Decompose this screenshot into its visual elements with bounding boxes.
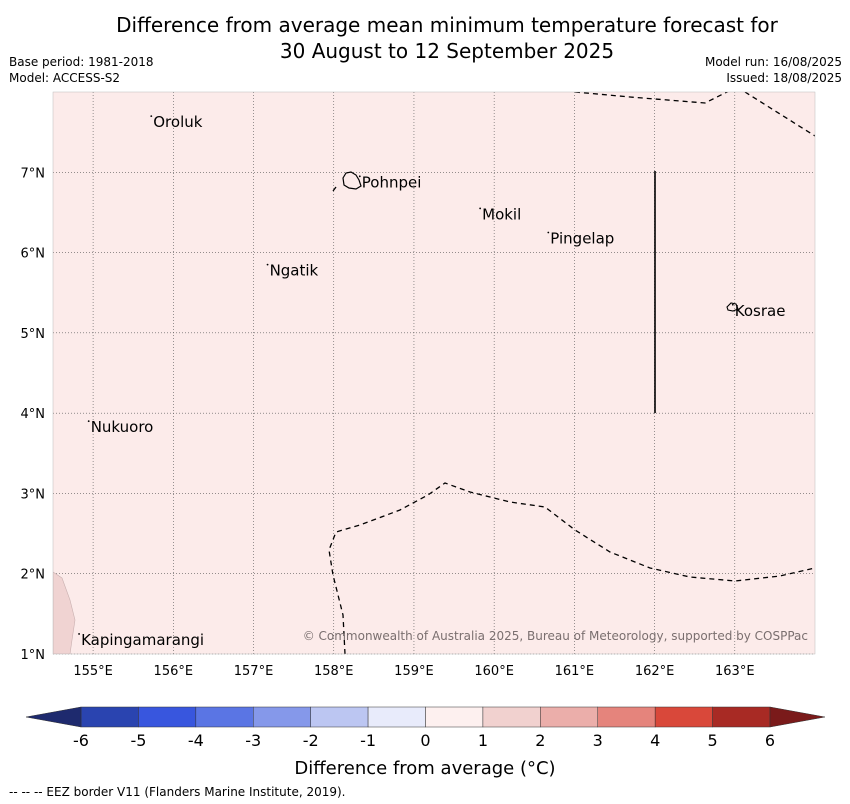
title-line-2: 30 August to 12 September 2025: [279, 39, 615, 63]
place-marker: [358, 175, 361, 178]
map-features: Oroluk Pohnpei Mokil Pingelap Ngatik Kosrae Nu…: [53, 92, 815, 654]
lon-tick-label: 157°E: [234, 664, 274, 679]
place-marker: [547, 231, 550, 234]
place-label: Pingelap: [550, 230, 614, 248]
place-label: Pohnpei: [362, 173, 422, 191]
meta-left: Base period: 1981-2018 Model: ACCESS-S2: [9, 54, 154, 86]
colorbar-under-arrow: [25, 706, 82, 728]
lat-tick-label: 4°N: [21, 407, 46, 422]
issued-date: Issued: 18/08/2025: [726, 71, 842, 85]
copyright-notice: © Commonwealth of Australia 2025, Bureau…: [303, 629, 808, 643]
colorbar-swatch: [195, 706, 254, 728]
colorbar-swatch: [654, 706, 713, 728]
place-marker: [150, 115, 153, 117]
colorbar-tick-label: 6: [765, 731, 775, 750]
colorbar-tick-label: -1: [360, 731, 376, 750]
colorbar-swatch: [540, 706, 598, 728]
colorbar-swatch: [482, 706, 541, 728]
lon-tick-label: 160°E: [474, 664, 514, 679]
colorbar-swatch: [310, 706, 369, 728]
land-region-southwest: [53, 571, 76, 654]
meta-right: Model run: 16/08/2025 Issued: 18/08/2025: [705, 54, 842, 86]
place-label: Oroluk: [153, 113, 202, 131]
eez-border-south: [328, 482, 815, 654]
place-marker: [479, 207, 482, 210]
place-label: Mokil: [482, 205, 521, 223]
colorbar-over-arrow: [769, 706, 826, 728]
place-label: Kosrae: [735, 302, 786, 320]
lon-tick-label: 161°E: [555, 664, 595, 679]
lat-tick-label: 2°N: [21, 568, 46, 583]
colorbar-tick-label: -5: [130, 731, 146, 750]
colorbar-tick-label: 0: [420, 731, 430, 750]
colorbar-tick-label: 1: [478, 731, 488, 750]
lon-tick-label: 155°E: [73, 664, 113, 679]
colorbar: -6 -5 -4 -3 -2 -1 0 1 2 3 4 5 6: [25, 706, 826, 750]
eez-border-north: [574, 92, 729, 104]
colorbar-swatch: [425, 706, 484, 728]
eez-border-northeast: [744, 92, 815, 137]
map-frame: [52, 91, 816, 655]
colorbar-tick-label: 4: [650, 731, 660, 750]
lat-tick-label: 6°N: [21, 247, 46, 262]
footer-note: -- -- -- EEZ border V11 (Flanders Marine…: [9, 785, 346, 799]
kosrae-island-outline: [726, 302, 739, 312]
map-axes: 155°E 156°E 157°E 158°E 159°E 160°E 161°E 162°E…: [21, 166, 755, 679]
title-line-1: Difference from average mean minimum tem…: [116, 13, 778, 37]
colorbar-tick-label: 2: [535, 731, 545, 750]
place-labels: Oroluk Pohnpei Mokil Pingelap Ngatik Kosrae Nu…: [78, 113, 785, 649]
model-run: Model run: 16/08/2025: [704, 55, 842, 69]
colorbar-swatch: [253, 706, 311, 728]
base-period: Base period: 1981-2018: [9, 55, 154, 69]
colorbar-swatch: [597, 706, 656, 728]
colorbar-swatch: [712, 706, 771, 728]
lat-tick-label: 5°N: [21, 327, 46, 342]
colorbar-swatch: [80, 706, 139, 728]
colorbar-tick-label: -3: [245, 731, 261, 750]
place-marker: [266, 263, 269, 266]
lon-tick-label: 156°E: [154, 664, 194, 679]
place-label: Ngatik: [270, 262, 319, 280]
colorbar-label: Difference from average (°C): [294, 758, 555, 779]
pohnpei-island-outline: [342, 171, 362, 190]
colorbar-swatch: [367, 706, 426, 728]
lat-tick-label: 1°N: [21, 648, 46, 663]
place-label: Kapingamarangi: [81, 631, 204, 649]
eez-border-pohnpei-fragment: [332, 186, 337, 192]
colorbar-tick-label: -2: [303, 731, 319, 750]
place-marker: [78, 633, 80, 635]
lon-tick-label: 162°E: [635, 664, 675, 679]
colorbar-tick-label: -4: [188, 731, 204, 750]
place-marker: [731, 303, 734, 306]
map-background: [53, 92, 815, 654]
lon-tick-label: 158°E: [314, 664, 354, 679]
place-marker: [87, 420, 90, 423]
colorbar-swatch: [138, 706, 197, 728]
place-label: Nukuoro: [91, 418, 154, 436]
lon-tick-label: 163°E: [715, 664, 755, 679]
model-name: Model: ACCESS-S2: [9, 71, 121, 85]
colorbar-tick-label: -6: [73, 731, 89, 750]
colorbar-tick-label: 3: [593, 731, 603, 750]
lat-tick-label: 7°N: [21, 166, 46, 181]
lon-tick-label: 159°E: [394, 664, 434, 679]
colorbar-tick-label: 5: [707, 731, 717, 750]
map-title: Difference from average mean minimum tem…: [0, 12, 850, 64]
lat-tick-label: 3°N: [21, 487, 46, 502]
